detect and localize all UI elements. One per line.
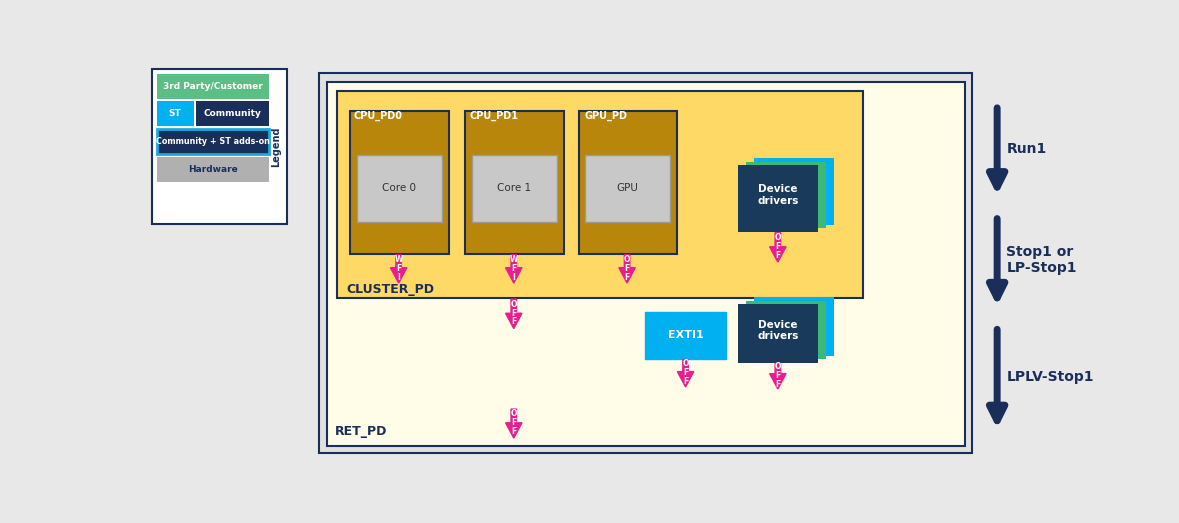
FancyBboxPatch shape xyxy=(645,312,726,359)
FancyBboxPatch shape xyxy=(157,74,269,99)
FancyBboxPatch shape xyxy=(755,297,835,356)
Text: 3rd Party/Customer: 3rd Party/Customer xyxy=(163,82,263,90)
Text: F: F xyxy=(512,427,516,436)
Text: RET_PD: RET_PD xyxy=(335,425,387,438)
Text: I: I xyxy=(513,272,515,281)
Text: F: F xyxy=(625,272,630,281)
Text: F: F xyxy=(776,380,780,389)
Text: Community: Community xyxy=(204,109,262,118)
Text: O: O xyxy=(775,233,782,242)
FancyArrow shape xyxy=(506,409,522,438)
Text: LPLV-Stop1: LPLV-Stop1 xyxy=(1007,370,1094,384)
Text: O: O xyxy=(683,359,689,368)
FancyBboxPatch shape xyxy=(746,301,826,359)
Text: ST: ST xyxy=(169,109,182,118)
FancyBboxPatch shape xyxy=(157,101,193,127)
FancyBboxPatch shape xyxy=(157,129,269,154)
FancyArrow shape xyxy=(770,233,786,262)
FancyBboxPatch shape xyxy=(472,155,556,222)
FancyBboxPatch shape xyxy=(157,157,269,182)
FancyBboxPatch shape xyxy=(585,155,670,222)
Text: Run1: Run1 xyxy=(1007,142,1047,156)
FancyBboxPatch shape xyxy=(337,91,863,298)
Text: F: F xyxy=(512,264,516,272)
Text: GPU_PD: GPU_PD xyxy=(584,110,627,121)
Text: CPU_PD0: CPU_PD0 xyxy=(354,110,403,121)
FancyBboxPatch shape xyxy=(746,162,826,228)
Text: EXTI1: EXTI1 xyxy=(667,331,704,340)
Text: F: F xyxy=(776,251,780,260)
FancyBboxPatch shape xyxy=(197,101,269,127)
FancyBboxPatch shape xyxy=(738,165,818,232)
Text: F: F xyxy=(683,368,689,377)
FancyBboxPatch shape xyxy=(738,304,818,363)
Text: CLUSTER_PD: CLUSTER_PD xyxy=(347,282,435,295)
Text: F: F xyxy=(512,309,516,317)
Text: F: F xyxy=(683,377,689,386)
Text: F: F xyxy=(396,264,401,272)
FancyArrow shape xyxy=(506,255,522,283)
FancyBboxPatch shape xyxy=(152,69,288,224)
FancyArrow shape xyxy=(619,255,635,283)
Text: O: O xyxy=(624,255,631,264)
Text: Community + ST adds-on: Community + ST adds-on xyxy=(156,137,270,146)
FancyArrow shape xyxy=(770,363,786,389)
Text: I: I xyxy=(397,272,400,281)
Text: Core 0: Core 0 xyxy=(382,184,416,194)
Text: F: F xyxy=(625,264,630,272)
FancyArrow shape xyxy=(390,255,407,283)
FancyArrow shape xyxy=(677,359,693,387)
FancyArrow shape xyxy=(506,299,522,328)
FancyBboxPatch shape xyxy=(320,73,973,453)
Text: CPU_PD1: CPU_PD1 xyxy=(469,110,518,121)
Text: Core 1: Core 1 xyxy=(496,184,531,194)
Text: Device
drivers: Device drivers xyxy=(757,320,798,342)
FancyBboxPatch shape xyxy=(466,111,564,254)
Text: F: F xyxy=(512,317,516,326)
FancyBboxPatch shape xyxy=(579,111,677,254)
Text: F: F xyxy=(776,242,780,251)
Text: Device
drivers: Device drivers xyxy=(757,184,798,206)
FancyBboxPatch shape xyxy=(350,111,449,254)
Text: W: W xyxy=(509,255,518,264)
Text: F: F xyxy=(512,418,516,427)
Text: O: O xyxy=(775,362,782,371)
FancyBboxPatch shape xyxy=(755,158,835,225)
Text: GPU: GPU xyxy=(617,184,638,194)
Text: O: O xyxy=(511,300,518,309)
Text: O: O xyxy=(511,410,518,418)
FancyBboxPatch shape xyxy=(328,82,966,446)
Text: Stop1 or
LP-Stop1: Stop1 or LP-Stop1 xyxy=(1007,245,1076,275)
Text: Hardware: Hardware xyxy=(187,165,238,174)
Text: Legend: Legend xyxy=(271,126,282,166)
Text: W: W xyxy=(395,255,403,264)
FancyBboxPatch shape xyxy=(356,155,442,222)
Text: F: F xyxy=(776,371,780,380)
